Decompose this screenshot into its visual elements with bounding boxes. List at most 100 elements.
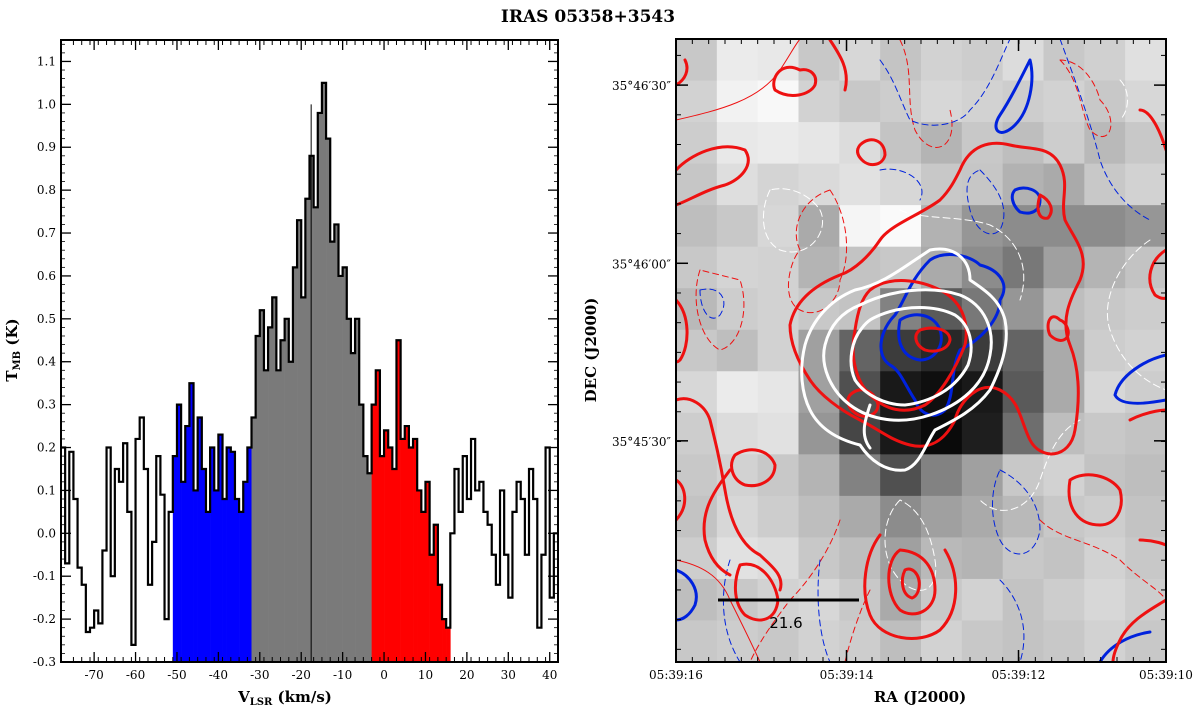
spectrum-bar xyxy=(205,511,211,662)
spectrum-bar xyxy=(367,473,372,662)
spectrum-bar xyxy=(247,447,252,662)
y-tick-label: 0.6 xyxy=(37,269,56,283)
map-pixel xyxy=(921,205,963,248)
map-pixel xyxy=(1002,578,1045,622)
map-pixel xyxy=(757,122,800,165)
map-pixel xyxy=(676,329,718,372)
spectrum-bar xyxy=(272,297,277,662)
spectrum-bar xyxy=(433,524,439,662)
spectrum-bar xyxy=(176,404,182,662)
map-pixel xyxy=(676,620,718,662)
y-tick-label: 0.9 xyxy=(37,140,56,154)
map-pixel xyxy=(921,495,963,538)
map-pixel xyxy=(716,371,759,414)
spectrum-bar xyxy=(400,438,406,662)
map-pixel xyxy=(1125,578,1166,622)
spectrum-bar xyxy=(243,481,248,662)
spectrum-bar xyxy=(330,241,335,662)
spectrum-bar xyxy=(408,447,414,662)
map-pixel xyxy=(676,122,718,165)
map-pixel xyxy=(921,537,963,580)
map-pixel xyxy=(798,495,840,538)
map-pixel xyxy=(1084,371,1126,414)
map-grayscale-image xyxy=(676,39,1166,662)
y-tick-label: 0.7 xyxy=(37,226,56,240)
map-pixel xyxy=(1002,163,1045,206)
red-wing-contours xyxy=(676,39,1166,662)
y-tick-label: -0.3 xyxy=(33,655,56,669)
map-pixel xyxy=(880,454,922,497)
spectrum-fills xyxy=(172,82,451,663)
map-pixel xyxy=(1125,537,1166,580)
map-pixel xyxy=(676,205,718,248)
spectrum-ticks: -70 -60 -50 -40 -30 -20 -10 0 10 20 30 40 -0.3 -0.2 -0… xyxy=(33,40,558,682)
spectrum-bar xyxy=(309,155,314,663)
map-pixel xyxy=(716,288,759,331)
map-pixel xyxy=(880,163,922,206)
map-pixel xyxy=(1002,329,1045,372)
y-tick-label: 0.8 xyxy=(37,183,56,197)
x-tick-label: -20 xyxy=(292,668,311,682)
map-pixel xyxy=(798,80,840,123)
spectrum-bar xyxy=(288,361,294,662)
spectrum-bar xyxy=(222,498,227,662)
map-pixel xyxy=(1125,371,1166,414)
map-pixel xyxy=(716,412,759,455)
spectrum-bar xyxy=(346,318,352,662)
map-pixel xyxy=(798,246,840,289)
spectrum-bar xyxy=(292,267,298,662)
spectrum-bar xyxy=(396,340,401,662)
map-pixel xyxy=(1084,495,1126,538)
spectrum-bar xyxy=(371,404,377,662)
y-tick-label: 0.0 xyxy=(37,526,56,540)
map-pixel xyxy=(961,288,1004,331)
map-pixel xyxy=(839,246,881,289)
spectrum-bar xyxy=(421,511,426,662)
map-pixel xyxy=(961,39,1004,82)
x-tick-label: -60 xyxy=(126,668,145,682)
x-tick-label: 0 xyxy=(380,668,388,682)
map-pixel xyxy=(921,39,963,82)
map-pixel xyxy=(1043,620,1085,662)
map-pixel xyxy=(961,80,1004,123)
spectrum-bar xyxy=(255,335,261,662)
map-pixel xyxy=(1125,122,1166,165)
spectrum-bar xyxy=(185,426,190,662)
map-pixel xyxy=(1043,537,1085,580)
map-pixel xyxy=(1002,537,1045,580)
spectrum-bar xyxy=(251,417,256,662)
map-pixel xyxy=(961,537,1004,580)
spectrum-bar xyxy=(317,112,323,663)
map-pixel xyxy=(961,578,1004,622)
spectrum-bar xyxy=(193,490,198,662)
spectrum-bar xyxy=(446,627,451,662)
map-pixel xyxy=(921,122,963,165)
spectrum-bar xyxy=(442,619,447,662)
spectrum-bar xyxy=(379,456,385,662)
spectrum-bar xyxy=(259,310,265,662)
y-tick-label: 0.3 xyxy=(37,398,56,412)
map-pixel xyxy=(757,412,800,455)
map-pixel xyxy=(961,454,1004,497)
map-pixel xyxy=(1084,578,1126,622)
map-pixel xyxy=(757,39,800,82)
map-pixel xyxy=(757,371,800,414)
map-pixel xyxy=(798,329,840,372)
x-tick-label: 40 xyxy=(542,668,557,682)
map-pixel xyxy=(1125,288,1166,331)
y-tick-label: -0.1 xyxy=(33,569,56,583)
x-tick-label: -10 xyxy=(333,668,352,682)
x-tick-label: 30 xyxy=(501,668,516,682)
spectrum-bar xyxy=(276,370,281,662)
map-pixel xyxy=(798,454,840,497)
ra-tick-label: 05:39:14 xyxy=(820,668,874,682)
spectrum-bar xyxy=(334,224,339,662)
spectrum-bar xyxy=(189,383,194,662)
map-pixel xyxy=(1043,80,1085,123)
map-pixel xyxy=(1084,246,1126,289)
y-tick-label: 0.5 xyxy=(37,312,56,326)
map-pixel xyxy=(716,80,759,123)
spectrum-bar xyxy=(305,198,310,663)
spectrum-bar xyxy=(280,340,285,662)
